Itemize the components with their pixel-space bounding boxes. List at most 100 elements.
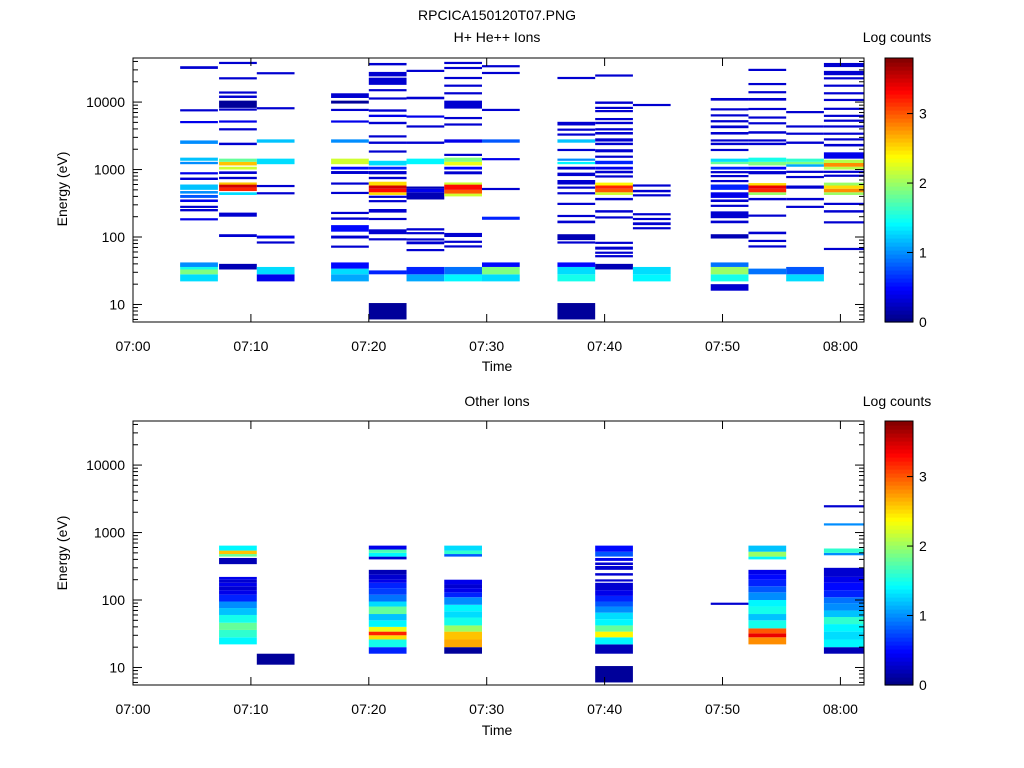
spectrogram-cell bbox=[823, 597, 864, 604]
colorbar-segment bbox=[885, 114, 913, 119]
colorbar-segment bbox=[885, 230, 913, 235]
spectrogram-cell bbox=[406, 186, 445, 189]
spectrogram-cell bbox=[595, 579, 633, 582]
colorbar-tick-label: 1 bbox=[919, 245, 927, 261]
spectrogram-cell bbox=[710, 148, 749, 152]
spectrogram-cell bbox=[406, 238, 445, 241]
y-tick-label: 100 bbox=[102, 229, 126, 245]
spectrogram-cell bbox=[595, 631, 633, 638]
spectrogram-cell bbox=[823, 590, 864, 598]
x-tick-label: 07:30 bbox=[469, 701, 504, 717]
colorbar-segment bbox=[885, 573, 913, 578]
colorbar-segment bbox=[885, 206, 913, 211]
colorbar-segment bbox=[885, 529, 913, 534]
spectrogram-cell bbox=[368, 229, 407, 235]
spectrogram-cell bbox=[595, 132, 633, 135]
colorbar-segment bbox=[885, 521, 913, 526]
spectrogram-cell bbox=[710, 158, 749, 162]
spectrogram-cell bbox=[748, 620, 787, 629]
colorbar-segment bbox=[885, 154, 913, 159]
spectrogram-cell bbox=[557, 76, 596, 80]
spectrogram-cell bbox=[219, 120, 257, 123]
x-tick-label: 07:40 bbox=[587, 701, 622, 717]
spectrogram-cell bbox=[595, 128, 633, 131]
spectrogram-cell bbox=[595, 142, 633, 146]
colorbar-segment bbox=[885, 421, 913, 426]
spectrogram-cell bbox=[444, 584, 482, 589]
spectrogram-cell bbox=[557, 186, 596, 189]
spectrogram-cell bbox=[406, 228, 445, 231]
spectrogram-cell bbox=[219, 171, 257, 174]
colorbar-segment bbox=[885, 433, 913, 438]
spectrogram-cell bbox=[595, 637, 633, 645]
spectrogram-cell bbox=[748, 214, 787, 217]
spectrogram-cell bbox=[557, 214, 596, 218]
spectrogram-cell bbox=[632, 194, 671, 197]
spectrogram-cell bbox=[219, 212, 257, 217]
spectrogram-cell bbox=[368, 150, 407, 153]
colorbar-segment bbox=[885, 489, 913, 494]
colorbar-segment bbox=[885, 509, 913, 514]
spectrogram-cell bbox=[368, 209, 407, 213]
colorbar-segment bbox=[885, 657, 913, 662]
spectrogram-cell bbox=[748, 185, 787, 189]
spectrogram-cell bbox=[368, 582, 407, 589]
spectrogram-cell bbox=[219, 128, 257, 131]
colorbar-segment bbox=[885, 202, 913, 207]
colorbar-segment bbox=[885, 74, 913, 79]
x-axis: 07:00 07:10 07:20 07:30 07:40 07:50 08:00 bbox=[115, 421, 858, 717]
spectrogram-cell bbox=[219, 554, 257, 557]
spectrogram-cell bbox=[595, 182, 633, 186]
spectrogram-cell bbox=[444, 100, 482, 109]
spectrogram-cell bbox=[710, 132, 749, 135]
spectrogram-cell bbox=[331, 158, 369, 165]
spectrogram-cell bbox=[444, 84, 482, 87]
y-axis-label: Energy (eV) bbox=[54, 152, 70, 227]
spectrogram-cell bbox=[823, 138, 864, 141]
spectrogram-cell bbox=[823, 647, 864, 654]
spectrogram-cell bbox=[368, 185, 407, 189]
spectrogram-cell bbox=[368, 545, 407, 550]
spectrogram-cell bbox=[632, 274, 671, 282]
colorbar-segment bbox=[885, 549, 913, 554]
colorbar-segment bbox=[885, 565, 913, 570]
spectrogram-cell bbox=[710, 211, 749, 219]
spectrogram-cell bbox=[748, 183, 787, 186]
spectrogram-cell bbox=[444, 274, 482, 282]
spectrogram-cell bbox=[256, 72, 295, 75]
spectrogram-cell bbox=[444, 592, 482, 598]
spectrogram-cell bbox=[368, 109, 407, 112]
colorbar-segment bbox=[885, 585, 913, 590]
colorbar-segment bbox=[885, 557, 913, 562]
colorbar-segment bbox=[885, 673, 913, 678]
colorbar-segment bbox=[885, 669, 913, 674]
spectrogram-cell bbox=[632, 217, 671, 221]
colorbar-segment bbox=[885, 190, 913, 195]
spectrogram-cell bbox=[180, 269, 218, 275]
spectrogram-cell bbox=[368, 574, 407, 580]
colorbar-frame bbox=[884, 57, 914, 323]
colorbar-segment bbox=[885, 138, 913, 143]
spectrogram-cell bbox=[406, 158, 445, 165]
spectrogram-cell bbox=[444, 611, 482, 618]
spectrogram-cell bbox=[748, 82, 787, 86]
colorbar-segment bbox=[885, 517, 913, 522]
colorbar-segment bbox=[885, 134, 913, 139]
spectrogram-cell bbox=[219, 77, 257, 80]
spectrogram-cell bbox=[180, 262, 218, 267]
colorbar-segment bbox=[885, 162, 913, 167]
spectrogram-cell bbox=[444, 184, 482, 190]
spectrogram-cell bbox=[180, 184, 218, 190]
spectrogram-cell bbox=[444, 579, 482, 585]
spectrogram-cell bbox=[595, 601, 633, 607]
spectrogram-cell bbox=[710, 266, 749, 275]
colorbar-segment bbox=[885, 106, 913, 111]
spectrogram-cell bbox=[368, 176, 407, 180]
spectrogram-cell bbox=[786, 197, 824, 201]
spectrogram-cell bbox=[331, 245, 369, 248]
colorbar-segment bbox=[885, 122, 913, 127]
spectrogram-cell bbox=[481, 274, 520, 282]
colorbar-segment bbox=[885, 278, 913, 283]
spectrogram-cell bbox=[557, 158, 596, 161]
spectrogram-cell bbox=[748, 556, 787, 560]
